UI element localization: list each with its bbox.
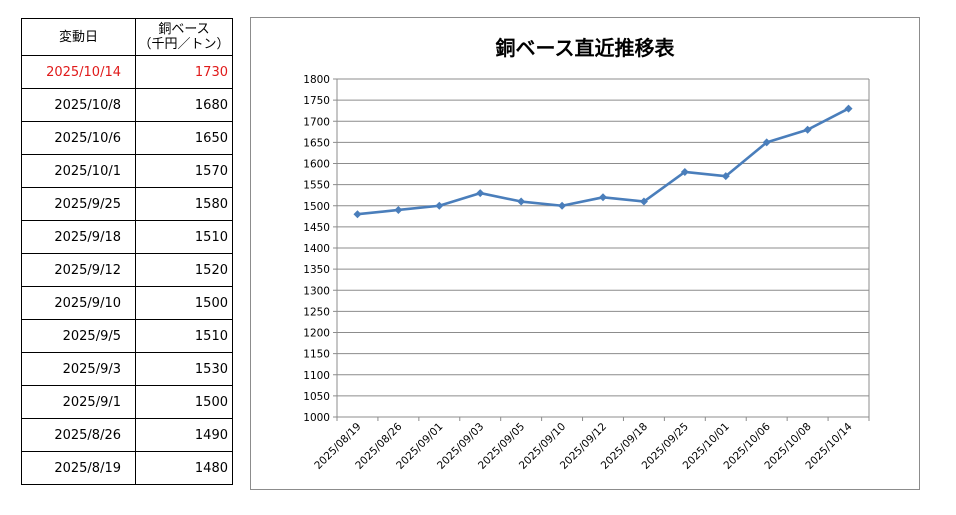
row-value: 1680 (135, 88, 233, 122)
data-point (680, 167, 689, 176)
chart-title: 銅ベース直近推移表 (496, 36, 676, 60)
y-tick-label: 1750 (303, 95, 330, 107)
y-tick-label: 1550 (303, 180, 330, 192)
row-date: 2025/10/6 (21, 121, 136, 155)
row-date: 2025/9/10 (21, 286, 136, 320)
table-header-row: 変動日 銅ベース （千円／トン） (21, 18, 233, 56)
row-value: 1510 (135, 220, 233, 254)
row-date: 2025/9/1 (21, 385, 136, 419)
y-tick-label: 1250 (303, 306, 330, 318)
y-tick-label: 1500 (303, 201, 330, 213)
y-tick-label: 1400 (303, 243, 330, 255)
row-value: 1730 (135, 55, 233, 89)
table-row: 2025/9/12 1520 (21, 253, 233, 287)
table-row: 2025/8/26 1490 (21, 418, 233, 452)
row-date: 2025/8/26 (21, 418, 136, 452)
table-row: 2025/9/18 1510 (21, 220, 233, 254)
data-point (639, 197, 648, 206)
row-date: 2025/10/14 (21, 55, 136, 89)
table-row: 2025/8/19 1480 (21, 451, 233, 485)
y-tick-label: 1450 (303, 222, 330, 234)
table-row: 2025/10/1 1570 (21, 154, 233, 188)
y-tick-label: 1000 (303, 412, 330, 424)
data-point (394, 205, 403, 214)
y-tick-label: 1050 (303, 391, 330, 403)
table-row: 2025/9/3 1530 (21, 352, 233, 386)
data-point (844, 104, 853, 113)
y-tick-label: 1800 (303, 74, 330, 86)
header-date: 変動日 (21, 18, 136, 56)
header-value-line2: （千円／トン） (138, 37, 230, 52)
table-row: 2025/9/10 1500 (21, 286, 233, 320)
y-tick-label: 1700 (303, 116, 330, 128)
header-value-line1: 銅ベース (158, 22, 210, 37)
table-row: 2025/9/1 1500 (21, 385, 233, 419)
data-point (762, 138, 771, 147)
row-date: 2025/10/8 (21, 88, 136, 122)
row-value: 1520 (135, 253, 233, 287)
chart-area: 銅ベース直近推移表 1000 1050 1100 1150 1200 1250 1300 135… (250, 17, 920, 490)
table-row: 2025/10/14 1730 (21, 55, 233, 89)
y-tick-label: 1350 (303, 264, 330, 276)
data-point (353, 210, 362, 219)
row-value: 1480 (135, 451, 233, 485)
y-tick-label: 1150 (303, 349, 330, 361)
y-tick-label: 1100 (303, 370, 330, 382)
row-value: 1570 (135, 154, 233, 188)
data-point (803, 125, 812, 134)
data-point (476, 189, 485, 198)
data-point (435, 201, 444, 210)
row-date: 2025/9/12 (21, 253, 136, 287)
table-row: 2025/9/25 1580 (21, 187, 233, 221)
row-value: 1580 (135, 187, 233, 221)
data-point (517, 197, 526, 206)
row-date: 2025/8/19 (21, 451, 136, 485)
row-value: 1510 (135, 319, 233, 353)
row-value: 1530 (135, 352, 233, 386)
price-table-body: 変動日 銅ベース （千円／トン） 2025/10/14 1730 2025/10/8… (21, 18, 233, 485)
y-tick-label: 1200 (303, 328, 330, 340)
table-row: 2025/10/8 1680 (21, 88, 233, 122)
table-row: 2025/9/5 1510 (21, 319, 233, 353)
row-value: 1650 (135, 121, 233, 155)
row-value: 1490 (135, 418, 233, 452)
row-date: 2025/10/1 (21, 154, 136, 188)
row-value: 1500 (135, 385, 233, 419)
y-tick-label: 1600 (303, 159, 330, 171)
y-tick-label: 1650 (303, 137, 330, 149)
row-date: 2025/9/18 (21, 220, 136, 254)
table-row: 2025/10/6 1650 (21, 121, 233, 155)
price-table: 変動日 銅ベース （千円／トン） 2025/10/14 1730 2025/10/8… (21, 18, 233, 485)
y-tick-label: 1300 (303, 285, 330, 297)
data-point (721, 172, 730, 181)
data-point (599, 193, 607, 202)
data-point (558, 201, 567, 210)
line-chart: 銅ベース直近推移表 1000 1050 1100 1150 1200 1250 1300 135… (303, 36, 870, 472)
row-date: 2025/9/5 (21, 319, 136, 353)
row-date: 2025/9/25 (21, 187, 136, 221)
row-date: 2025/9/3 (21, 352, 136, 386)
header-value: 銅ベース （千円／トン） (135, 18, 233, 56)
row-value: 1500 (135, 286, 233, 320)
